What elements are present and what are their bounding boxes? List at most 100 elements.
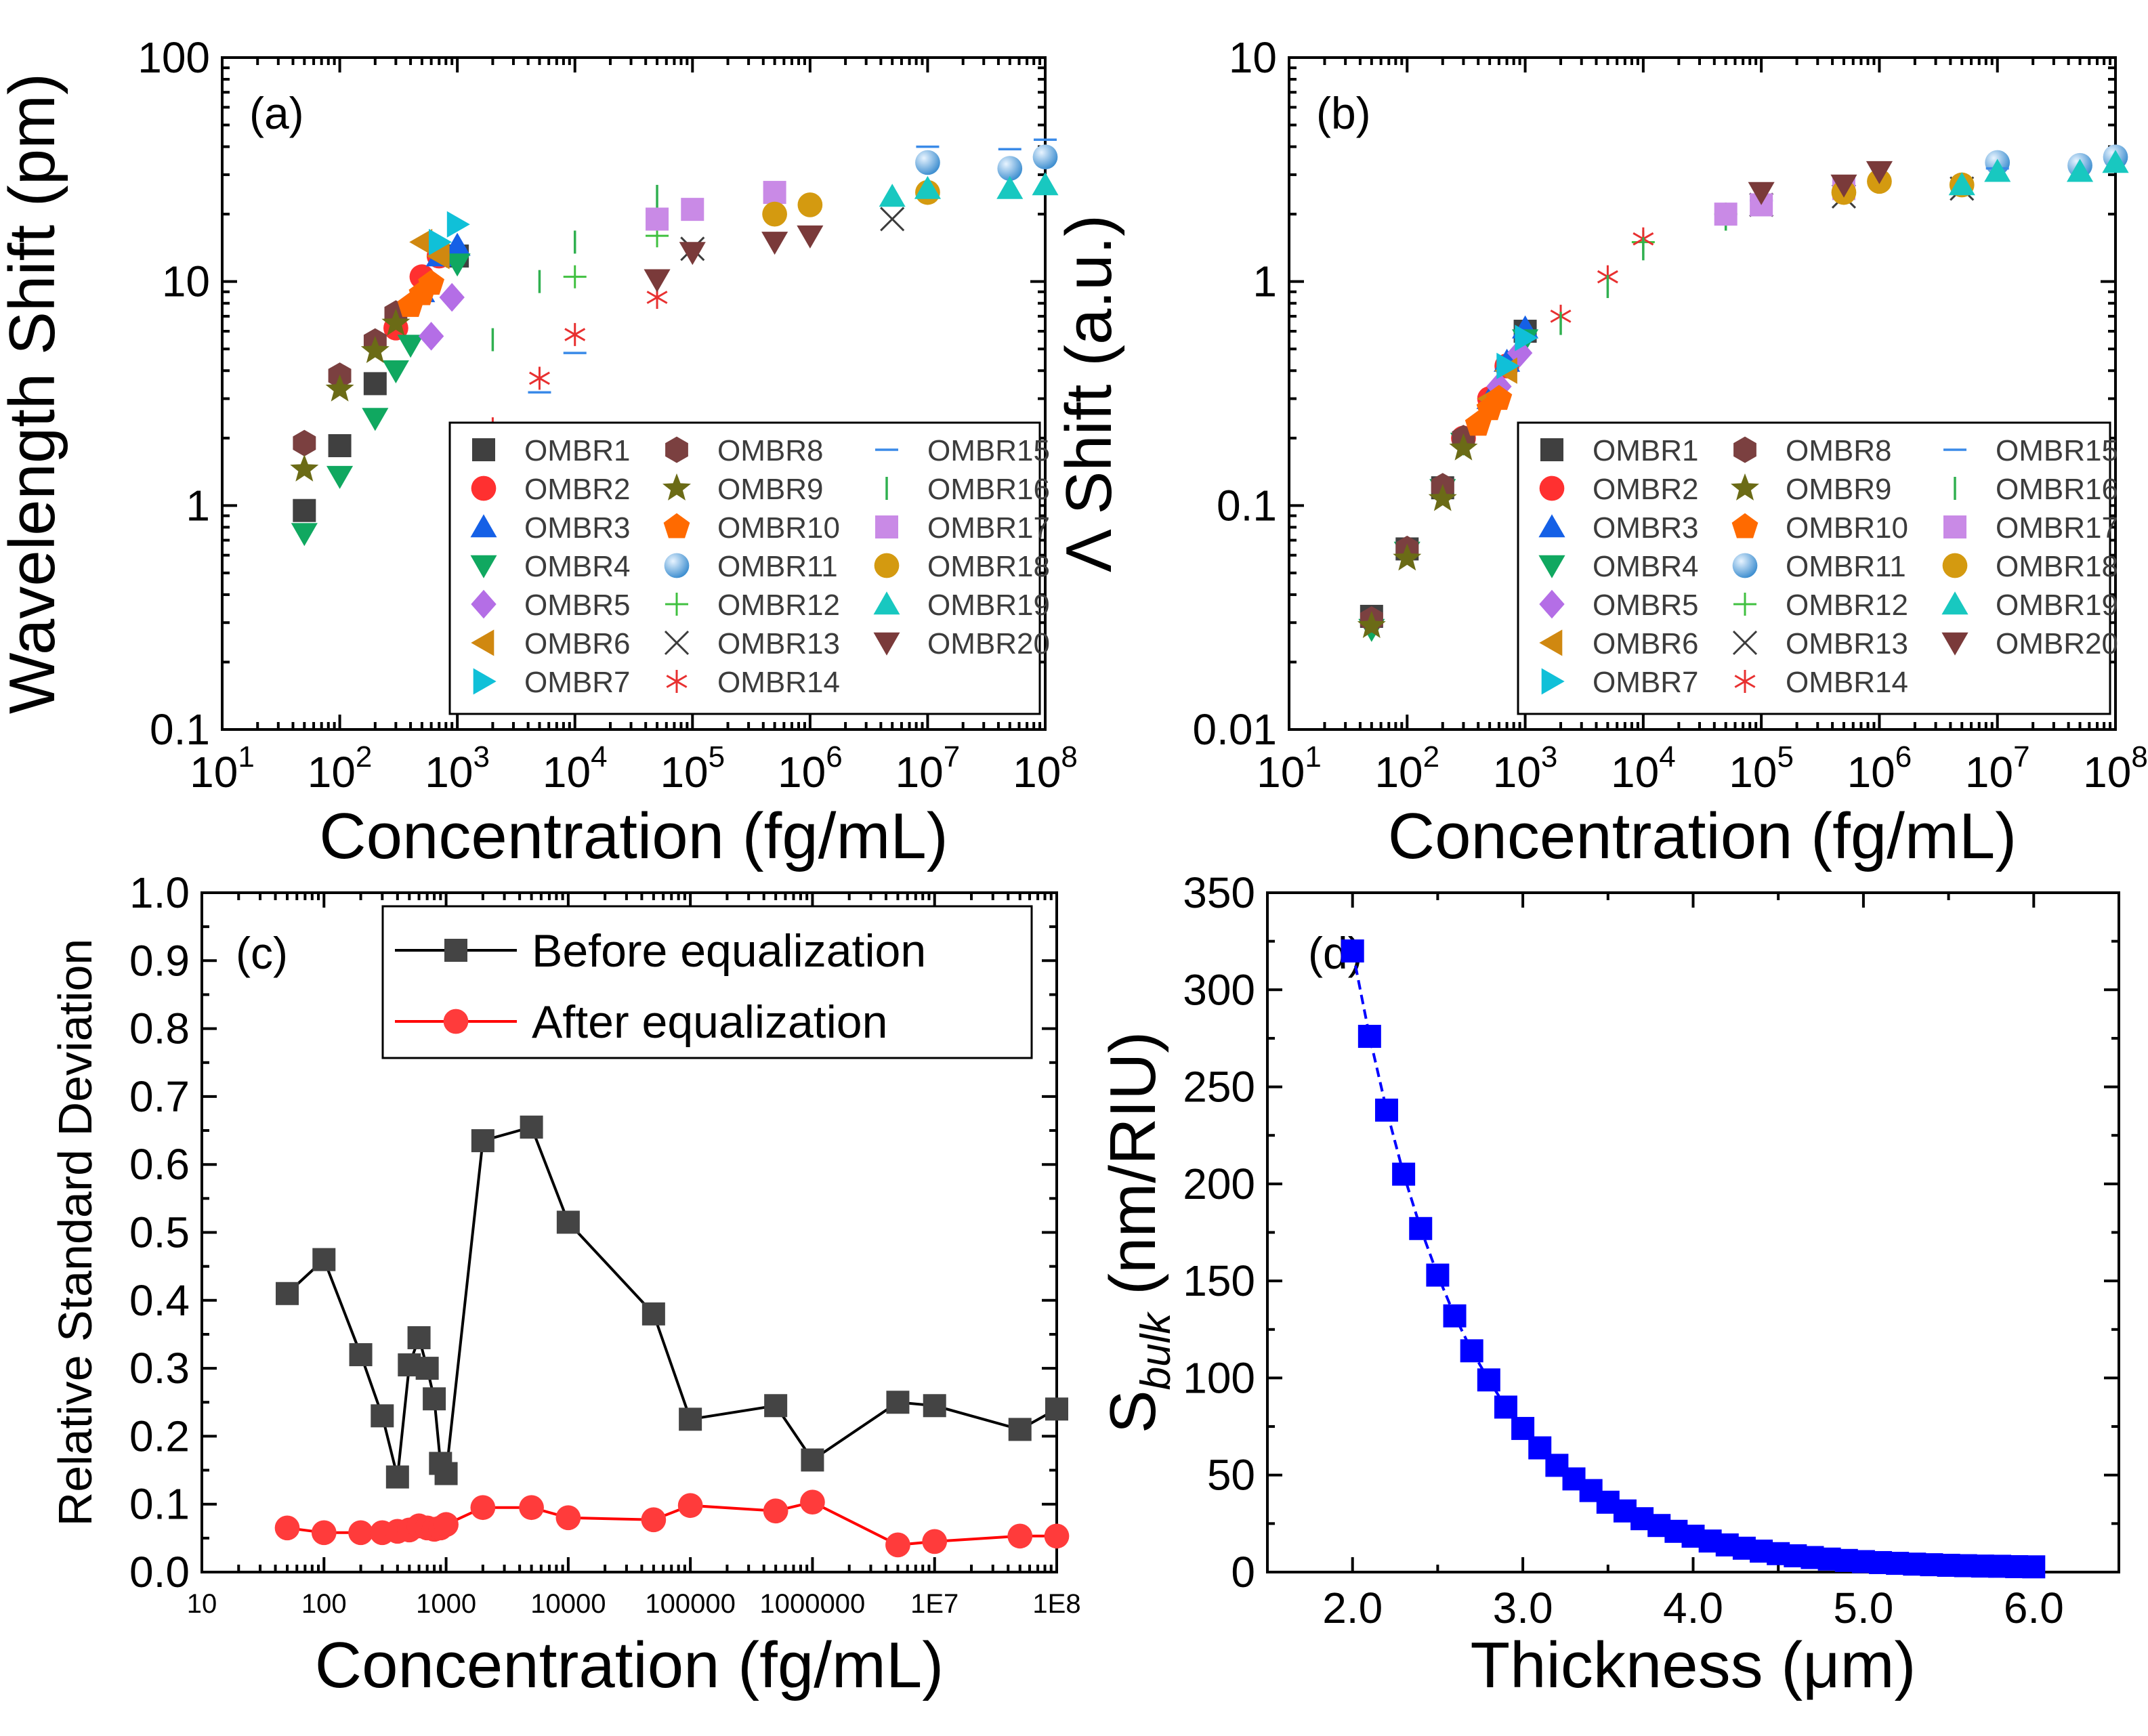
a-point-ombr12: [563, 265, 587, 289]
a-point-ombr13-d2: [880, 207, 905, 232]
d-y-tick-label: 50: [1207, 1451, 1255, 1500]
c-x-tick-label: 100: [301, 1589, 347, 1619]
a-point-ombr1: [363, 372, 387, 396]
a-point-ombr6: [409, 228, 433, 255]
c-point-before: [1008, 1418, 1032, 1441]
tick-base: 10: [543, 748, 591, 797]
b-y-tick-label: 1: [1252, 257, 1277, 306]
c-x-tick-label: 1000000: [760, 1589, 866, 1619]
d-y-tick-label: 250: [1183, 1063, 1255, 1112]
a-point-ombr11: [1032, 144, 1058, 170]
a-point-ombr7: [446, 211, 470, 238]
a-legend-label-ombr1: OMBR1: [524, 434, 630, 467]
a-legend-label-ombr15: OMBR15: [927, 434, 1050, 467]
panel-b: 101 102 103 104 105 106 107 1080.010.1110Concen…: [1053, 33, 2148, 872]
b-point-ombr20: [1748, 182, 1775, 205]
c-point-before: [434, 1462, 458, 1485]
d-point: [2022, 1555, 2046, 1579]
c-legend-marker: [443, 1009, 469, 1034]
a-y-axis-title: Wavelength Shift (pm): [0, 73, 68, 714]
tick-base: 10: [2083, 748, 2131, 797]
d-point: [1477, 1368, 1500, 1392]
a-point-ombr10: [418, 270, 444, 295]
b-point-ombr10: [1486, 385, 1513, 410]
c-x-tick-label: 10000: [530, 1589, 606, 1619]
tick-exponent: 7: [2013, 740, 2029, 774]
a-legend-label-ombr16: OMBR16: [927, 473, 1050, 506]
a-point-ombr4: [291, 523, 318, 547]
a-legend-label-ombr14: OMBR14: [717, 666, 840, 699]
y-title-main: S: [1097, 1390, 1169, 1433]
b-x-tick-label: 104: [1611, 740, 1676, 797]
c-line-before: [286, 1125, 1057, 1479]
c-point-before: [349, 1343, 373, 1367]
d-x-axis-title: Thickness (μm): [1470, 1629, 1916, 1701]
a-legend-label-ombr18: OMBR18: [927, 550, 1050, 583]
tick-exponent: 2: [1423, 740, 1439, 774]
b-x-tick-label: 108: [2083, 740, 2148, 797]
b-legend-marker-ombr10: [1731, 513, 1759, 538]
c-legend-box: [381, 905, 1033, 1059]
a-x-tick-label: 102: [308, 740, 373, 797]
b-point-ombr9: [1357, 611, 1386, 638]
a-point-ombr9: [325, 374, 354, 402]
panel-a: 101 102 103 104 105 106 107 1080.1110100Concent…: [0, 33, 1078, 872]
a-point-ombr9: [290, 454, 319, 482]
b-legend-marker-ombr8: [1733, 436, 1756, 463]
a-point-ombr17: [646, 207, 669, 231]
d-point: [1392, 1162, 1416, 1186]
tick-exponent: 8: [1061, 740, 1077, 774]
c-point-before: [556, 1210, 580, 1234]
c-point-after: [677, 1493, 703, 1519]
b-x-tick-label: 107: [1965, 740, 2030, 797]
b-legend-marker-ombr1: [1540, 438, 1563, 461]
a-point-ombr19: [996, 175, 1024, 199]
a-legend-marker-ombr14: [666, 670, 688, 693]
c-y-tick-label: 0.4: [129, 1276, 190, 1325]
tick-exponent: 4: [591, 740, 607, 774]
c-point-before: [415, 1357, 439, 1380]
b-legend-label-ombr6: OMBR6: [1593, 627, 1698, 660]
b-legend-marker-ombr3: [1538, 514, 1565, 538]
b-point-ombr20: [1866, 161, 1893, 184]
b-x-axis-title: Concentration (fg/mL): [1388, 800, 2017, 872]
a-point-ombr20: [679, 242, 706, 266]
tick-exponent: 2: [356, 740, 372, 774]
b-legend-label-ombr14: OMBR14: [1786, 666, 1908, 699]
a-point-ombr20: [644, 269, 671, 293]
b-plot-frame: [1288, 56, 2117, 731]
a-legend-label-ombr20: OMBR20: [927, 627, 1050, 660]
tick-exponent: 6: [826, 740, 842, 774]
a-point-ombr6: [426, 242, 450, 270]
a-point-ombr7: [429, 228, 452, 255]
a-legend-label-ombr3: OMBR3: [524, 511, 630, 545]
b-legend-label-ombr3: OMBR3: [1593, 511, 1698, 545]
c-point-before: [423, 1387, 446, 1411]
b-legend-label-ombr4: OMBR4: [1593, 550, 1698, 583]
b-x-tick-label: 105: [1729, 740, 1794, 797]
c-legend-label: Before equalization: [532, 925, 926, 977]
c-legend: Before equalization After equalization: [381, 905, 1033, 1059]
c-y-tick-label: 1.0: [129, 868, 190, 917]
c-point-after: [1044, 1523, 1070, 1549]
b-legend-marker-ombr4: [1538, 555, 1565, 578]
a-legend-label-ombr4: OMBR4: [524, 550, 630, 583]
a-plot-frame: [221, 56, 1047, 731]
tick-base: 10: [1374, 748, 1423, 797]
tick-base: 10: [660, 748, 708, 797]
b-x-tick-label: 101: [1257, 740, 1322, 797]
a-legend-marker-ombr13-d2: [664, 630, 690, 656]
d-x-tick-label: 6.0: [2004, 1584, 2064, 1632]
tick-exponent: 3: [1541, 740, 1557, 774]
b-legend-box: [1517, 421, 2111, 715]
d-markers: [1341, 939, 2046, 1579]
tick-base: 10: [1965, 748, 2013, 797]
b-y-axis-title: Λ Shift (a.u.): [1053, 215, 1125, 572]
b-legend-label-ombr1: OMBR1: [1593, 434, 1698, 467]
c-point-before: [886, 1391, 910, 1414]
a-legend-label-ombr6: OMBR6: [524, 627, 630, 660]
c-y-tick-label: 0.1: [129, 1480, 190, 1529]
c-y-tick-label: 0.0: [129, 1548, 190, 1596]
tick-base: 10: [425, 748, 473, 797]
